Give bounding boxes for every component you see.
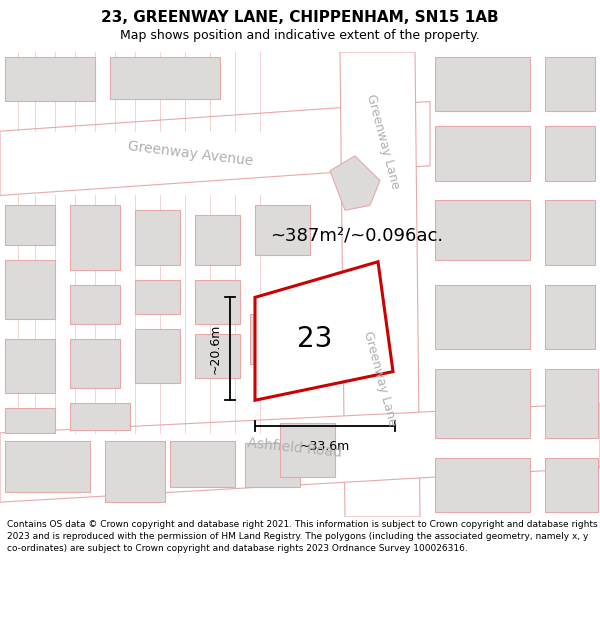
Polygon shape xyxy=(435,458,530,512)
Polygon shape xyxy=(170,441,235,488)
Polygon shape xyxy=(135,210,180,265)
Polygon shape xyxy=(195,279,240,324)
Text: ~20.6m: ~20.6m xyxy=(209,324,222,374)
Text: Ashfield Road: Ashfield Road xyxy=(247,436,343,459)
Polygon shape xyxy=(255,329,300,383)
Polygon shape xyxy=(330,156,380,210)
Text: 23: 23 xyxy=(298,325,332,353)
Text: ~33.6m: ~33.6m xyxy=(300,440,350,453)
Polygon shape xyxy=(545,284,595,349)
Polygon shape xyxy=(70,284,120,324)
Polygon shape xyxy=(250,314,305,364)
Polygon shape xyxy=(70,206,120,269)
Polygon shape xyxy=(105,441,165,502)
Polygon shape xyxy=(435,201,530,260)
Text: Greenway Avenue: Greenway Avenue xyxy=(127,139,253,169)
Polygon shape xyxy=(195,215,240,265)
Text: Greenway Lane: Greenway Lane xyxy=(364,92,402,190)
Polygon shape xyxy=(195,334,240,379)
Polygon shape xyxy=(5,441,90,493)
Polygon shape xyxy=(5,57,95,101)
Polygon shape xyxy=(280,423,335,478)
Polygon shape xyxy=(340,52,420,517)
Polygon shape xyxy=(5,260,55,319)
Polygon shape xyxy=(545,57,595,111)
Polygon shape xyxy=(110,57,220,99)
Polygon shape xyxy=(5,408,55,433)
Polygon shape xyxy=(135,329,180,383)
Polygon shape xyxy=(255,206,310,255)
Polygon shape xyxy=(70,339,120,388)
Polygon shape xyxy=(5,339,55,393)
Text: Map shows position and indicative extent of the property.: Map shows position and indicative extent… xyxy=(120,29,480,42)
Text: Greenway Lane: Greenway Lane xyxy=(361,329,399,428)
Polygon shape xyxy=(545,201,595,265)
Text: Contains OS data © Crown copyright and database right 2021. This information is : Contains OS data © Crown copyright and d… xyxy=(7,520,598,553)
Text: ~387m²/~0.096ac.: ~387m²/~0.096ac. xyxy=(270,226,443,244)
Polygon shape xyxy=(70,403,130,430)
Polygon shape xyxy=(255,262,393,400)
Polygon shape xyxy=(435,369,530,438)
Polygon shape xyxy=(5,206,55,245)
Polygon shape xyxy=(435,126,530,181)
Polygon shape xyxy=(545,458,598,512)
Polygon shape xyxy=(0,403,600,502)
Polygon shape xyxy=(545,126,595,181)
Polygon shape xyxy=(435,284,530,349)
Polygon shape xyxy=(0,101,430,196)
Polygon shape xyxy=(545,369,598,438)
Text: 23, GREENWAY LANE, CHIPPENHAM, SN15 1AB: 23, GREENWAY LANE, CHIPPENHAM, SN15 1AB xyxy=(101,11,499,26)
Polygon shape xyxy=(135,279,180,314)
Polygon shape xyxy=(435,57,530,111)
Polygon shape xyxy=(245,442,300,488)
